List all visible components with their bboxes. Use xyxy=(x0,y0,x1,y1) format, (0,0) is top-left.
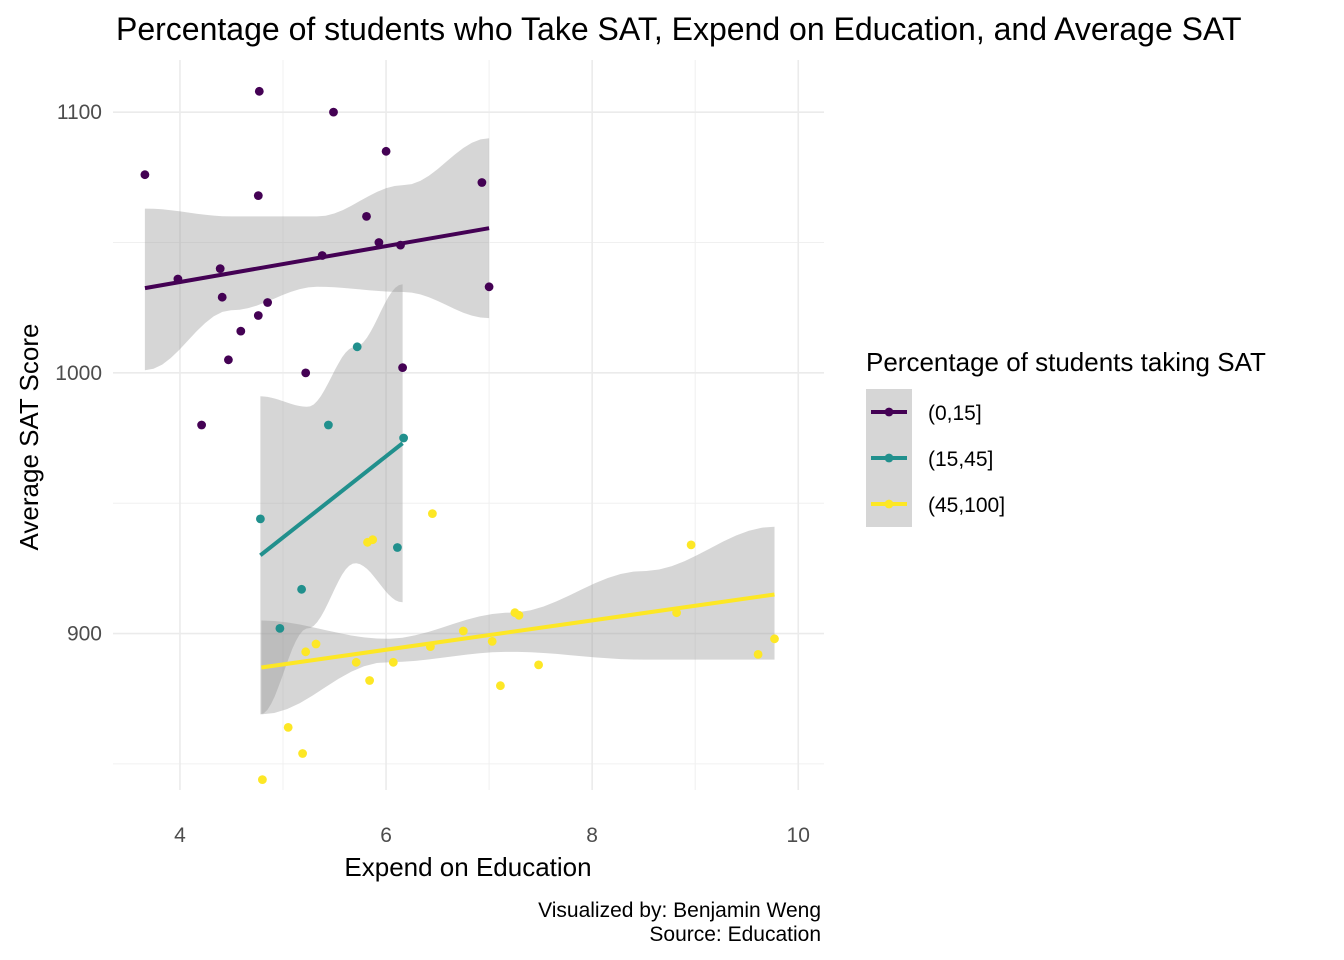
data-point xyxy=(534,660,543,670)
x-tick-label: 6 xyxy=(380,824,392,847)
x-axis-ticks: 4 6 8 10 xyxy=(174,824,810,847)
data-point xyxy=(236,326,246,336)
x-tick-label: 10 xyxy=(787,824,810,847)
data-point xyxy=(362,212,371,221)
data-point xyxy=(297,584,306,594)
x-axis-title: Expend on Education xyxy=(344,852,591,882)
y-axis-ticks: 900 1000 1100 xyxy=(55,101,102,645)
legend-key-point xyxy=(884,499,894,509)
data-point xyxy=(365,676,374,685)
data-point xyxy=(381,146,391,156)
data-point xyxy=(263,298,272,307)
legend-label: (15,45] xyxy=(928,448,993,471)
data-point xyxy=(487,637,497,646)
x-tick-label: 4 xyxy=(174,824,186,847)
y-tick-label: 1100 xyxy=(57,101,102,124)
data-point xyxy=(368,535,378,545)
confidence-band xyxy=(261,526,775,715)
y-tick-label: 1000 xyxy=(55,362,102,385)
data-point xyxy=(329,107,338,117)
legend-item: (0,15] xyxy=(866,389,982,435)
data-point xyxy=(458,626,468,636)
data-point xyxy=(388,657,398,667)
data-point xyxy=(311,639,321,649)
data-point xyxy=(275,624,285,633)
caption-source: Source: Education xyxy=(649,923,821,946)
data-point xyxy=(298,749,307,758)
data-point xyxy=(477,178,487,187)
data-point xyxy=(140,170,150,180)
data-point xyxy=(258,775,267,784)
data-point xyxy=(374,238,384,247)
legend-item: (45,100] xyxy=(866,481,1005,527)
data-point xyxy=(215,264,225,273)
data-point xyxy=(283,723,293,732)
data-point xyxy=(253,191,263,201)
data-point xyxy=(301,647,311,657)
data-point xyxy=(398,363,407,372)
data-points xyxy=(140,86,779,784)
fit-line xyxy=(261,592,775,670)
data-point xyxy=(514,610,524,620)
data-point xyxy=(324,420,333,430)
data-point xyxy=(197,420,207,430)
fit-lines xyxy=(144,226,775,670)
legend-key-point xyxy=(884,453,894,463)
chart-title: Percentage of students who Take SAT, Exp… xyxy=(116,11,1241,47)
data-point xyxy=(753,650,763,659)
data-point xyxy=(393,543,402,552)
y-axis-title: Average SAT Score xyxy=(14,324,44,551)
y-tick-label: 900 xyxy=(67,623,102,646)
data-point xyxy=(351,657,361,667)
data-point xyxy=(399,433,408,443)
caption-author: Visualized by: Benjamin Weng xyxy=(538,899,821,922)
grid xyxy=(113,60,824,790)
legend-item: (15,45] xyxy=(866,435,993,481)
legend-label: (0,15] xyxy=(928,402,982,425)
legend: Percentage of students taking SAT (0,15]… xyxy=(866,347,1266,527)
data-point xyxy=(254,86,264,96)
fit-line xyxy=(259,441,404,557)
data-point xyxy=(496,681,505,691)
data-point xyxy=(770,634,779,644)
data-point xyxy=(686,540,696,550)
data-point xyxy=(484,282,494,292)
data-point xyxy=(224,355,233,365)
data-point xyxy=(253,311,263,320)
confidence-bands xyxy=(144,138,775,715)
data-point xyxy=(256,514,265,524)
x-tick-label: 8 xyxy=(586,824,598,847)
data-point xyxy=(301,368,311,378)
legend-label: (45,100] xyxy=(928,494,1005,517)
data-point xyxy=(217,292,227,302)
data-point xyxy=(428,509,437,518)
legend-key-point xyxy=(884,407,894,417)
legend-items: (0,15] (15,45] (45,100] xyxy=(866,389,1005,527)
data-point xyxy=(352,342,362,352)
fit-line xyxy=(144,226,490,291)
legend-title: Percentage of students taking SAT xyxy=(866,347,1266,377)
confidence-band xyxy=(144,138,490,371)
